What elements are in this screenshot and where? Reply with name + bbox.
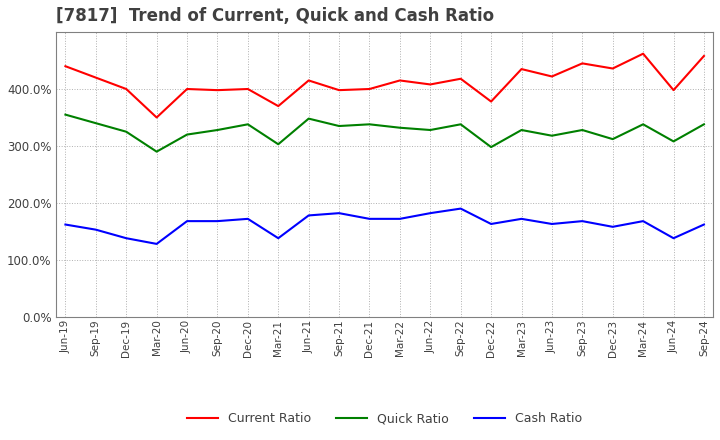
Quick Ratio: [183, 132, 192, 137]
Quick Ratio: [456, 122, 465, 127]
Current Ratio: [700, 53, 708, 59]
Legend: Current Ratio, Quick Ratio, Cash Ratio: Current Ratio, Quick Ratio, Cash Ratio: [182, 407, 588, 430]
Cash Ratio: [122, 235, 130, 241]
Quick Ratio: [426, 127, 435, 132]
Cash Ratio: [517, 216, 526, 221]
Current Ratio: [274, 103, 282, 109]
Current Ratio: [153, 115, 161, 120]
Cash Ratio: [335, 210, 343, 216]
Quick Ratio: [639, 122, 647, 127]
Current Ratio: [426, 82, 435, 87]
Quick Ratio: [91, 121, 100, 126]
Line: Current Ratio: Current Ratio: [66, 54, 704, 117]
Cash Ratio: [274, 235, 282, 241]
Current Ratio: [548, 74, 557, 79]
Quick Ratio: [517, 127, 526, 132]
Current Ratio: [61, 64, 70, 69]
Cash Ratio: [243, 216, 252, 221]
Cash Ratio: [61, 222, 70, 227]
Current Ratio: [578, 61, 587, 66]
Quick Ratio: [578, 127, 587, 132]
Quick Ratio: [61, 112, 70, 117]
Cash Ratio: [153, 241, 161, 246]
Quick Ratio: [669, 139, 678, 144]
Cash Ratio: [365, 216, 374, 221]
Quick Ratio: [548, 133, 557, 138]
Text: [7817]  Trend of Current, Quick and Cash Ratio: [7817] Trend of Current, Quick and Cash …: [56, 7, 495, 25]
Cash Ratio: [487, 221, 495, 227]
Current Ratio: [305, 78, 313, 83]
Cash Ratio: [608, 224, 617, 230]
Quick Ratio: [243, 122, 252, 127]
Cash Ratio: [305, 213, 313, 218]
Quick Ratio: [608, 136, 617, 142]
Current Ratio: [335, 88, 343, 93]
Current Ratio: [213, 88, 222, 93]
Quick Ratio: [487, 144, 495, 150]
Line: Cash Ratio: Cash Ratio: [66, 209, 704, 244]
Current Ratio: [608, 66, 617, 71]
Cash Ratio: [213, 219, 222, 224]
Quick Ratio: [305, 116, 313, 121]
Quick Ratio: [700, 122, 708, 127]
Quick Ratio: [395, 125, 404, 130]
Current Ratio: [517, 66, 526, 72]
Current Ratio: [183, 86, 192, 92]
Cash Ratio: [700, 222, 708, 227]
Line: Quick Ratio: Quick Ratio: [66, 115, 704, 152]
Current Ratio: [456, 76, 465, 81]
Cash Ratio: [426, 210, 435, 216]
Current Ratio: [487, 99, 495, 104]
Cash Ratio: [456, 206, 465, 211]
Current Ratio: [243, 86, 252, 92]
Current Ratio: [395, 78, 404, 83]
Quick Ratio: [153, 149, 161, 154]
Quick Ratio: [365, 122, 374, 127]
Cash Ratio: [578, 219, 587, 224]
Quick Ratio: [274, 142, 282, 147]
Cash Ratio: [183, 219, 192, 224]
Cash Ratio: [91, 227, 100, 232]
Current Ratio: [365, 86, 374, 92]
Quick Ratio: [213, 127, 222, 132]
Quick Ratio: [122, 129, 130, 134]
Current Ratio: [669, 88, 678, 93]
Current Ratio: [91, 75, 100, 80]
Cash Ratio: [669, 235, 678, 241]
Cash Ratio: [548, 221, 557, 227]
Current Ratio: [639, 51, 647, 56]
Quick Ratio: [335, 123, 343, 128]
Cash Ratio: [639, 219, 647, 224]
Current Ratio: [122, 86, 130, 92]
Cash Ratio: [395, 216, 404, 221]
